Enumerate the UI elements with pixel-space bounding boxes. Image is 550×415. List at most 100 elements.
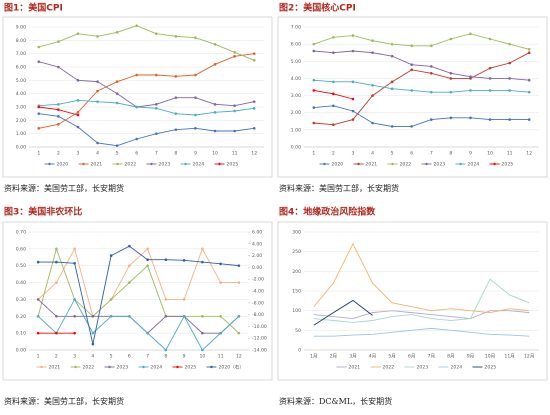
point-marker <box>76 79 80 82</box>
legend-marker <box>82 162 85 166</box>
point-marker <box>146 247 149 251</box>
legend-label: 2020（右） <box>219 364 244 371</box>
point-marker <box>36 331 40 335</box>
point-marker <box>219 281 222 284</box>
y-tick-label: 150 <box>292 289 301 295</box>
point-marker <box>488 66 492 70</box>
point-marker <box>36 314 40 318</box>
point-marker <box>174 75 178 78</box>
point-marker <box>36 260 40 264</box>
x-tick-label: 5 <box>391 151 394 157</box>
point-marker <box>312 121 316 125</box>
legend-marker <box>493 162 496 166</box>
point-marker <box>351 80 355 84</box>
x-tick-label: 7 <box>146 354 149 360</box>
legend-marker <box>116 162 119 166</box>
chart-frame <box>277 16 548 178</box>
x-tick-label: 12月 <box>524 354 534 360</box>
legend-label: 2021 <box>366 162 378 168</box>
chart-frame <box>277 221 548 381</box>
y-tick-label: 0.60 <box>16 246 26 252</box>
point-marker <box>332 35 335 39</box>
point-marker <box>410 63 414 67</box>
series-line <box>313 278 530 323</box>
source-note: 资料来源：美国劳工部，长安期货 <box>4 396 124 406</box>
point-marker <box>252 100 256 103</box>
x-tick-label: 7 <box>155 151 158 157</box>
point-marker <box>237 314 241 318</box>
point-marker <box>174 128 178 131</box>
legend-label: 2025 <box>502 162 514 168</box>
x-tick-label: 11 <box>218 354 224 360</box>
point-marker <box>233 51 236 54</box>
y-tick-label: 0.00 <box>16 348 26 354</box>
point-marker <box>109 298 113 301</box>
legend-marker <box>357 162 360 166</box>
point-marker <box>154 107 158 110</box>
legend-label: 2020 <box>332 162 344 168</box>
point-marker <box>429 118 433 121</box>
x-tick-label: 9月 <box>467 354 475 360</box>
legend-label: 2020 <box>57 162 69 168</box>
x-tick-label: 2月 <box>330 354 338 360</box>
x-tick-label: 1 <box>312 151 315 157</box>
point-marker <box>73 331 76 335</box>
point-marker <box>488 89 492 92</box>
legend-marker <box>48 162 51 166</box>
series-line <box>38 113 255 147</box>
y-tick-label: 7.00 <box>291 25 301 31</box>
point-marker <box>91 314 95 318</box>
x-tick-label: 9 <box>183 354 186 360</box>
x-tick-label: 7月 <box>428 354 436 360</box>
point-marker <box>73 247 76 251</box>
series-line <box>313 327 530 337</box>
y-tick-label: 50 <box>295 328 301 334</box>
point-marker <box>390 54 394 58</box>
point-marker <box>96 89 99 93</box>
legend-marker <box>391 162 394 166</box>
point-marker <box>128 314 131 318</box>
point-marker <box>115 144 119 147</box>
y-tick-label: 100 <box>292 308 301 314</box>
legend-label: 2021 <box>91 162 103 168</box>
point-marker <box>109 314 113 318</box>
point-marker <box>508 77 511 80</box>
point-marker <box>429 90 433 94</box>
point-marker <box>55 281 58 284</box>
point-marker <box>410 44 414 48</box>
y-tick-label: 0.00 <box>16 145 26 151</box>
point-marker <box>76 125 80 129</box>
point-marker <box>201 247 204 251</box>
point-marker <box>73 298 76 301</box>
x-tick-label: 4月 <box>369 354 377 360</box>
legend-label: 2024 <box>451 365 463 371</box>
point-marker <box>57 103 60 106</box>
y-tick-label: 4.00 <box>291 76 301 82</box>
y-tick-label: 4.00 <box>16 91 26 97</box>
point-marker <box>390 42 394 46</box>
legend-marker <box>150 162 153 166</box>
point-marker <box>109 254 113 257</box>
point-marker <box>488 37 492 41</box>
point-marker <box>233 55 236 58</box>
point-marker <box>115 92 119 95</box>
point-marker <box>55 247 58 251</box>
point-marker <box>128 281 131 284</box>
point-marker <box>57 108 60 111</box>
x-tick-label: 5月 <box>388 354 396 360</box>
point-marker <box>312 42 316 46</box>
y2-tick-label: -8.00 <box>252 312 264 318</box>
point-marker <box>237 264 241 267</box>
point-marker <box>57 115 60 118</box>
point-marker <box>527 51 531 55</box>
x-tick-label: 3 <box>351 151 354 157</box>
point-marker <box>332 123 335 127</box>
y-tick-label: 5.00 <box>291 59 301 65</box>
x-tick-label: 6 <box>135 151 138 157</box>
point-marker <box>429 44 433 48</box>
point-marker <box>237 331 241 335</box>
point-marker <box>508 61 511 65</box>
point-marker <box>429 71 433 75</box>
x-tick-label: 10 <box>487 151 493 157</box>
point-marker <box>154 32 158 35</box>
